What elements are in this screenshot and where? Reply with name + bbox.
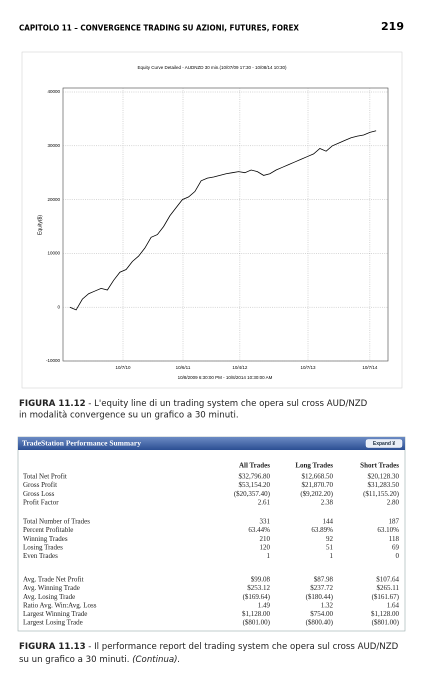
table-cell: ($180.44): [306, 593, 334, 601]
table-cell: 187: [389, 518, 400, 526]
table-cell: 51: [326, 543, 334, 551]
table-cell: ($169.64): [243, 593, 271, 601]
page-number: 219: [381, 20, 404, 33]
row-label: Gross Loss: [23, 490, 55, 498]
caption: FIGURA 11.12 - L'equity line di un tradi…: [19, 399, 368, 409]
table-cell: $32,796.80: [239, 473, 271, 481]
table-cell: ($11,155.20): [363, 490, 400, 498]
table-cell: $754.00: [310, 610, 333, 618]
chapter-header: CAPITOLO 11 – CONVERGENCE TRADING SU AZI…: [19, 24, 299, 33]
table-cell: 210: [260, 535, 271, 543]
table-cell: 92: [326, 535, 334, 543]
caption-label: FIGURA 11.13: [19, 642, 86, 652]
table-cell: $237.72: [310, 584, 333, 592]
x-tick-label: 10/4/12: [232, 365, 248, 370]
table-cell: $99.08: [251, 576, 271, 584]
table-cell: 69: [392, 543, 400, 551]
caption-text: - L'equity line di un trading system che…: [86, 399, 368, 409]
table-cell: $87.98: [314, 576, 334, 584]
y-tick-label: 30000: [47, 143, 60, 148]
table-cell: 1: [330, 552, 334, 560]
row-label: Even Trades: [23, 552, 58, 560]
table-cell: $20,128.30: [368, 473, 400, 481]
table-cell: 2.61: [258, 498, 271, 506]
table-cell: 118: [389, 535, 400, 543]
table-frame: [17, 436, 406, 632]
caption: FIGURA 11.13 - Il performance report del…: [19, 642, 399, 652]
y-axis-label: Equity($): [37, 215, 43, 235]
equity-line: [69, 130, 377, 311]
table-cell: $1,128.00: [242, 610, 271, 618]
row-label: Gross Profit: [23, 481, 57, 489]
table-cell: 63.44%: [248, 526, 270, 534]
x-tick-label: 10/6/11: [176, 365, 191, 370]
table-cell: $31,283.50: [368, 481, 400, 489]
caption-italic: (Continua).: [132, 655, 180, 665]
row-label: Avg. Winning Trade: [23, 584, 80, 592]
y-tick-label: 40000: [47, 89, 60, 94]
table-cell: 144: [323, 518, 334, 526]
table-cell: $53,154.20: [239, 481, 271, 489]
row-label: Avg. Trade Net Profit: [23, 576, 84, 584]
row-label: Percent Profitable: [23, 526, 73, 534]
table-cell: ($9,202.20): [300, 490, 333, 498]
row-label: Profit Factor: [23, 498, 59, 506]
table-cell: ($801.00): [243, 619, 271, 627]
x-tick-label: 10/7/10: [115, 365, 131, 370]
caption-text: - Il performance report del trading syst…: [86, 642, 399, 652]
x-tick-label: 10/7/14: [362, 365, 378, 370]
table-cell: 2.80: [387, 498, 400, 506]
caption: su un grafico a 30 minuti. (Continua).: [19, 655, 180, 665]
table-cell: 1.32: [321, 601, 334, 609]
caption-text: in modalità convergence su un grafico a …: [19, 411, 239, 421]
table-cell: 63.89%: [311, 526, 333, 534]
table-cell: $107.64: [376, 576, 399, 584]
column-header: All Trades: [239, 462, 270, 470]
table-cell: $12,668.50: [302, 473, 334, 481]
y-tick-label: 10000: [47, 251, 60, 256]
table-cell: 2.38: [321, 498, 334, 506]
y-tick-label: -10000: [46, 358, 61, 363]
table-cell: 63.10%: [377, 526, 399, 534]
row-label: Largest Winning Trade: [23, 610, 87, 618]
x-axis-label: 10/8/2009 6:30:00 PM - 10/8/2014 10:30:0…: [178, 375, 273, 380]
row-label: Total Net Profit: [23, 473, 67, 481]
caption-label: FIGURA 11.12: [19, 399, 86, 409]
table-cell: ($20,357.40): [234, 490, 271, 498]
chart-title: Equity Curve Detailed - AUDNZD 30 min.(1…: [137, 65, 287, 70]
column-header: Long Trades: [295, 462, 333, 470]
table-cell: 1.64: [387, 601, 400, 609]
table-title: TradeStation Performance Summary: [22, 439, 141, 448]
table-cell: $265.11: [377, 584, 400, 592]
expand-button-label[interactable]: Expand ¥: [373, 441, 395, 447]
table-cell: ($801.00): [372, 619, 400, 627]
row-label: Winning Trades: [23, 535, 68, 543]
table-cell: 120: [260, 543, 271, 551]
table-cell: ($800.40): [306, 619, 334, 627]
row-label: Losing Trades: [23, 543, 63, 551]
row-label: Total Number of Trades: [23, 518, 90, 526]
expand-button[interactable]: [365, 439, 403, 448]
table-cell: $1,128.00: [371, 610, 400, 618]
table-cell: ($161.67): [372, 593, 400, 601]
x-tick-label: 10/7/13: [300, 365, 316, 370]
row-label: Avg. Losing Trade: [23, 593, 75, 601]
table-cell: 331: [260, 518, 271, 526]
table-cell: 0: [396, 552, 400, 560]
table-header-bar: [18, 437, 405, 450]
column-header: Short Trades: [360, 462, 399, 470]
caption-text: su un grafico a 30 minuti.: [19, 655, 132, 665]
row-label: Ratio Avg. Win:Avg. Loss: [23, 601, 97, 609]
table-cell: 1: [267, 552, 271, 560]
table-cell: 1.49: [258, 601, 271, 609]
table-cell: $21,870.70: [302, 481, 334, 489]
y-tick-label: 0: [57, 304, 60, 309]
plot-area: [62, 87, 389, 362]
row-label: Largest Losing Trade: [23, 619, 83, 627]
table-cell: $253.12: [247, 584, 270, 592]
y-tick-label: 20000: [47, 197, 60, 202]
